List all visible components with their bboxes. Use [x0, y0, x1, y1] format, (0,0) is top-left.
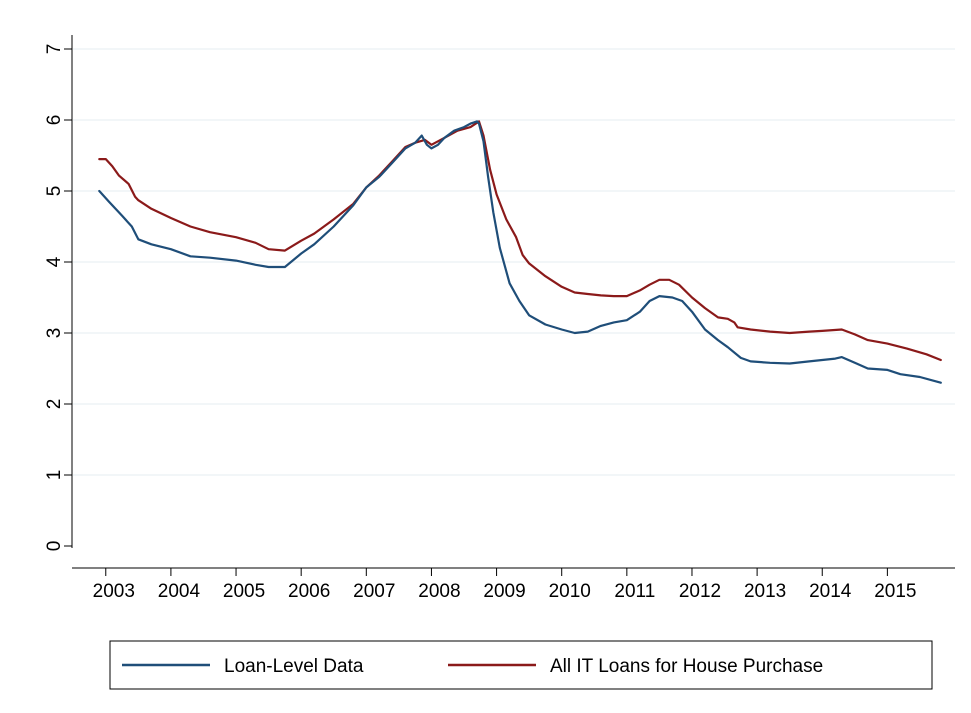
x-tick-label-2014: 2014	[809, 581, 852, 602]
legend-label-loan-level: Loan-Level Data	[224, 656, 364, 677]
y-tick-label-4: 4	[44, 256, 65, 267]
grid-lines	[73, 48, 955, 476]
x-tick-label-2005: 2005	[223, 581, 265, 602]
y-tick-label-1: 1	[44, 470, 65, 481]
y-tick-label-3: 3	[44, 328, 65, 339]
x-tick-label-2011: 2011	[614, 581, 655, 602]
x-tick-label-2007: 2007	[353, 581, 395, 602]
x-tick-label-2009: 2009	[483, 581, 525, 602]
y-tick-label-5: 5	[44, 186, 65, 197]
y-tick-label-6: 6	[44, 115, 65, 126]
x-tick-label-2008: 2008	[418, 581, 460, 602]
y-tick-label-7: 7	[44, 44, 65, 55]
x-tick-label-2004: 2004	[158, 581, 201, 602]
plot-background	[70, 8, 960, 568]
x-tick-label-2003: 2003	[93, 581, 135, 602]
x-tick-label-2012: 2012	[679, 581, 721, 602]
series-lines	[98, 120, 942, 384]
y-ticks: 0 1 2 3 4 5 6 7	[44, 44, 72, 552]
legend-label-all-it-loans: All IT Loans for House Purchase	[550, 656, 823, 677]
series-line-all-it-loans-for-house-purchase	[98, 120, 942, 362]
y-tick-label-2: 2	[44, 399, 65, 410]
legend: Loan-Level Data All IT Loans for House P…	[109, 640, 933, 690]
x-tick-label-2010: 2010	[549, 581, 591, 602]
x-tick-label-2015: 2015	[874, 581, 916, 602]
y-tick-label-0: 0	[44, 541, 65, 552]
x-tick-label-2006: 2006	[288, 581, 330, 602]
series-line-loan-level-data	[98, 120, 942, 384]
x-tick-label-2013: 2013	[744, 581, 786, 602]
x-ticks: 2003 2004 2005 2006 2007 2008 2009 2010 2011 2012…	[93, 568, 917, 602]
